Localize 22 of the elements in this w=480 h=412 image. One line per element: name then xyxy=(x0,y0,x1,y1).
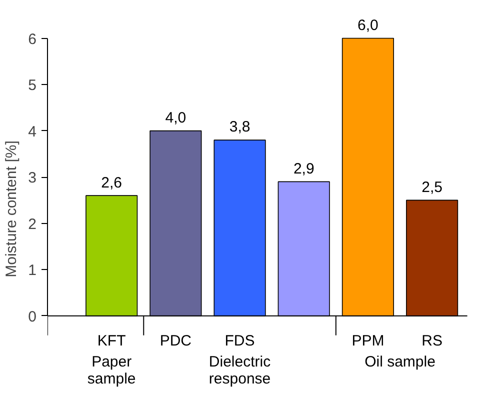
y-tick-label: 5 xyxy=(28,77,36,94)
y-tick-label: 6 xyxy=(28,30,36,48)
data-label: 4,0 xyxy=(165,109,186,126)
data-label: 2,5 xyxy=(422,178,442,196)
y-tick-label: 1 xyxy=(28,262,36,280)
x-tick-label: KFT xyxy=(97,332,126,350)
x-tick-label: RS xyxy=(422,332,442,350)
data-label: 2,6 xyxy=(101,174,122,192)
y-tick-label: 2 xyxy=(28,216,36,233)
y-axis-title: Moisture content [%] xyxy=(3,140,20,278)
data-label: 3,8 xyxy=(229,118,250,136)
x-tick-label: FDS xyxy=(224,332,255,350)
x-tick-label: PPM xyxy=(352,332,384,350)
text: Dielectric response xyxy=(208,353,272,388)
y-tick-label: 4 xyxy=(28,123,36,140)
x-tick-label: PDC xyxy=(160,332,192,350)
text: Oil sample xyxy=(364,353,436,370)
y-tick-label: 3 xyxy=(28,170,36,187)
data-label: 2,9 xyxy=(293,160,314,178)
y-tick-label: 0 xyxy=(28,308,36,326)
text: Paper sample xyxy=(87,353,136,388)
data-label: 6,0 xyxy=(358,16,378,34)
